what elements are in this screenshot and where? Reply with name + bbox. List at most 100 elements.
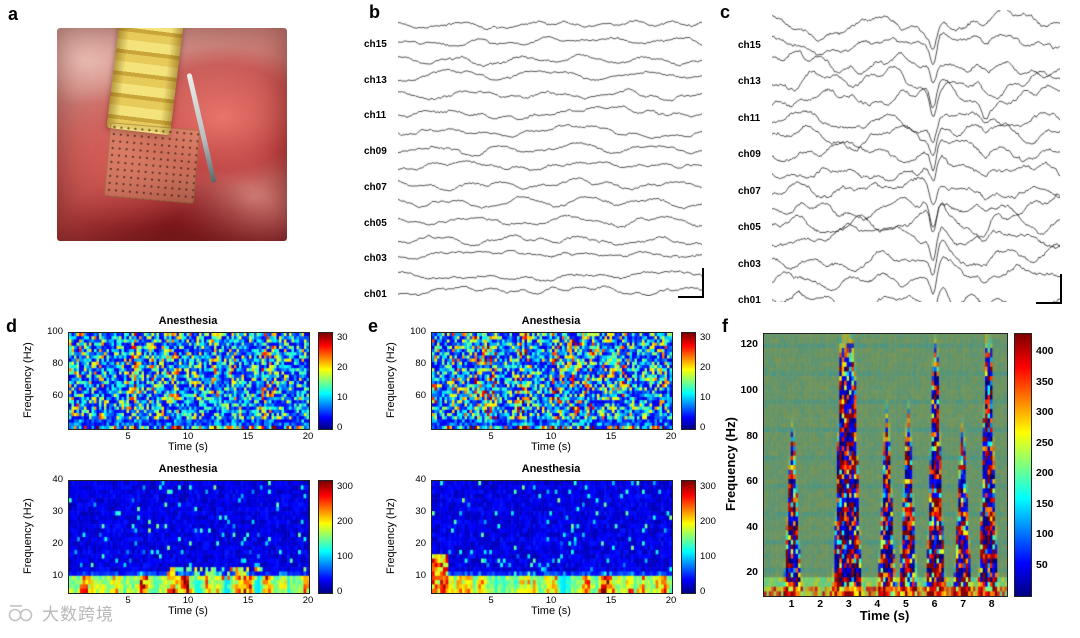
panel-label-c: c	[720, 2, 731, 22]
y-axis-label: Frequency (Hz)	[385, 342, 397, 418]
y-axis-label: Frequency (Hz)	[723, 417, 738, 511]
y-tick-label: 20	[415, 538, 426, 549]
channel-label-ch13: ch13	[738, 76, 761, 88]
panel-b-traces: ch15 ch13 ch11 ch09 ch07 ch05 ch03 ch01	[364, 10, 704, 300]
panel-label-a: a	[8, 4, 19, 24]
y-axis-label: Frequency (Hz)	[385, 498, 397, 574]
y-tick-label: 60	[746, 475, 758, 488]
colorbar-tick-label: 0	[337, 422, 343, 433]
spectrogram-canvas	[68, 332, 310, 430]
x-tick-label: 6	[931, 598, 938, 610]
channel-label-ch01: ch01	[738, 295, 761, 307]
colorbar-tick-label: 0	[700, 586, 706, 597]
y-tick-label: 10	[52, 570, 63, 581]
colorbar-tick-label: 150	[1036, 497, 1054, 510]
y-tick-label: 20	[52, 538, 63, 549]
x-tick-label: 20	[665, 431, 677, 442]
x-tick-label: 3	[845, 598, 852, 610]
panel-c-traces: ch15 ch13 ch11 ch09 ch07 ch05 ch03 ch01	[738, 10, 1062, 306]
colorbar-tick-label: 200	[700, 516, 716, 527]
x-tick-label: 20	[302, 595, 314, 606]
channel-label-ch09: ch09	[364, 146, 387, 158]
channel-label-ch11: ch11	[364, 110, 387, 122]
colorbar-tick-label: 350	[1036, 375, 1054, 388]
watermark: 大数跨境	[6, 600, 114, 625]
x-tick-label: 5	[488, 431, 494, 442]
y-tick-label: 60	[415, 390, 426, 401]
x-axis-label: Time (s)	[531, 441, 571, 453]
y-tick-label: 100	[47, 326, 63, 337]
spectrogram-d-top: Anesthesia Frequency (Hz) Time (s) 5 10 15…	[22, 315, 348, 453]
y-tick-label: 120	[740, 338, 758, 351]
x-axis-label: Time (s)	[168, 441, 208, 453]
channel-label-ch03: ch03	[364, 253, 387, 265]
spectrogram-e-bottom: Anesthesia Frequency (Hz) Time (s) 5 10 15…	[385, 463, 716, 617]
colorbar-tick-label: 20	[337, 362, 348, 373]
colorbar-tick-label: 100	[1036, 528, 1054, 541]
colorbar-tick-label: 10	[337, 392, 348, 403]
y-tick-label: 10	[415, 570, 426, 581]
x-tick-label: 10	[545, 431, 557, 442]
x-tick-label: 20	[302, 431, 314, 442]
traces-canvas-b	[398, 10, 702, 296]
gold-electrode-ribbon	[106, 28, 184, 136]
x-tick-label: 5	[488, 595, 494, 606]
colorbar-tick-label: 250	[1036, 436, 1054, 449]
surgical-photo	[57, 28, 287, 241]
channel-label-ch13: ch13	[364, 74, 387, 86]
spectrogram-d-bottom: Anesthesia Frequency (Hz) Time (s) 5 10 15…	[22, 463, 353, 617]
x-tick-label: 2	[817, 598, 824, 610]
spectrogram-f: Frequency (Hz) Time (s) 1 2 3 4 5 6 7 8 20 40 60 80…	[723, 333, 1054, 623]
x-axis-label: Time (s)	[531, 605, 571, 617]
scale-bar-c-horizontal	[1036, 302, 1062, 304]
y-tick-label: 40	[746, 520, 758, 533]
spectrogram-canvas	[431, 480, 673, 594]
y-tick-label: 100	[410, 326, 426, 337]
panel-label-f: f	[722, 316, 728, 336]
colorbar-tick-label: 20	[700, 362, 711, 373]
scale-bar-b-vertical	[702, 268, 704, 298]
colorbar-tick-label: 400	[1036, 345, 1054, 358]
x-tick-label: 15	[242, 431, 254, 442]
scale-bar-b-horizontal	[678, 296, 704, 298]
x-tick-label: 10	[182, 431, 194, 442]
panel-label-d: d	[6, 316, 17, 336]
x-tick-label: 8	[988, 598, 995, 610]
spectrogram-canvas	[763, 333, 1008, 597]
colorbar-tick-label: 200	[1036, 467, 1054, 480]
x-tick-label: 7	[960, 598, 967, 610]
x-tick-label: 15	[605, 595, 617, 606]
plot-title: Anesthesia	[158, 315, 218, 327]
colorbar-tick-label: 200	[337, 516, 353, 527]
panel-label-b: b	[369, 2, 380, 22]
watermark-text: 大数跨境	[42, 605, 114, 624]
colorbar-tick-label: 50	[1036, 558, 1048, 571]
colorbar	[318, 480, 333, 594]
channel-label-ch01: ch01	[364, 289, 387, 301]
channel-label-ch05: ch05	[738, 222, 761, 234]
channel-label-ch15: ch15	[364, 38, 387, 50]
x-tick-label: 4	[874, 598, 881, 610]
channel-label-ch07: ch07	[738, 185, 761, 197]
panel-label-e: e	[368, 316, 379, 336]
colorbar-tick-label: 100	[337, 551, 353, 562]
colorbar-tick-label: 10	[700, 392, 711, 403]
watermark-logo-icon	[8, 604, 33, 621]
colorbar	[681, 480, 696, 594]
colorbar-tick-label: 300	[700, 481, 716, 492]
channel-label-ch11: ch11	[738, 112, 761, 124]
y-tick-label: 80	[415, 358, 426, 369]
scale-bar-c-vertical	[1060, 274, 1062, 304]
colorbar-tick-label: 0	[337, 586, 343, 597]
y-tick-label: 100	[740, 383, 758, 396]
y-tick-label: 80	[746, 429, 758, 442]
y-tick-label: 40	[415, 474, 426, 485]
traces-canvas-c	[772, 10, 1060, 302]
spectrogram-canvas	[431, 332, 673, 430]
colorbar	[681, 332, 696, 430]
y-tick-label: 20	[746, 566, 758, 579]
y-axis-label: Frequency (Hz)	[22, 498, 34, 574]
colorbar	[1014, 333, 1032, 597]
x-tick-label: 15	[242, 595, 254, 606]
